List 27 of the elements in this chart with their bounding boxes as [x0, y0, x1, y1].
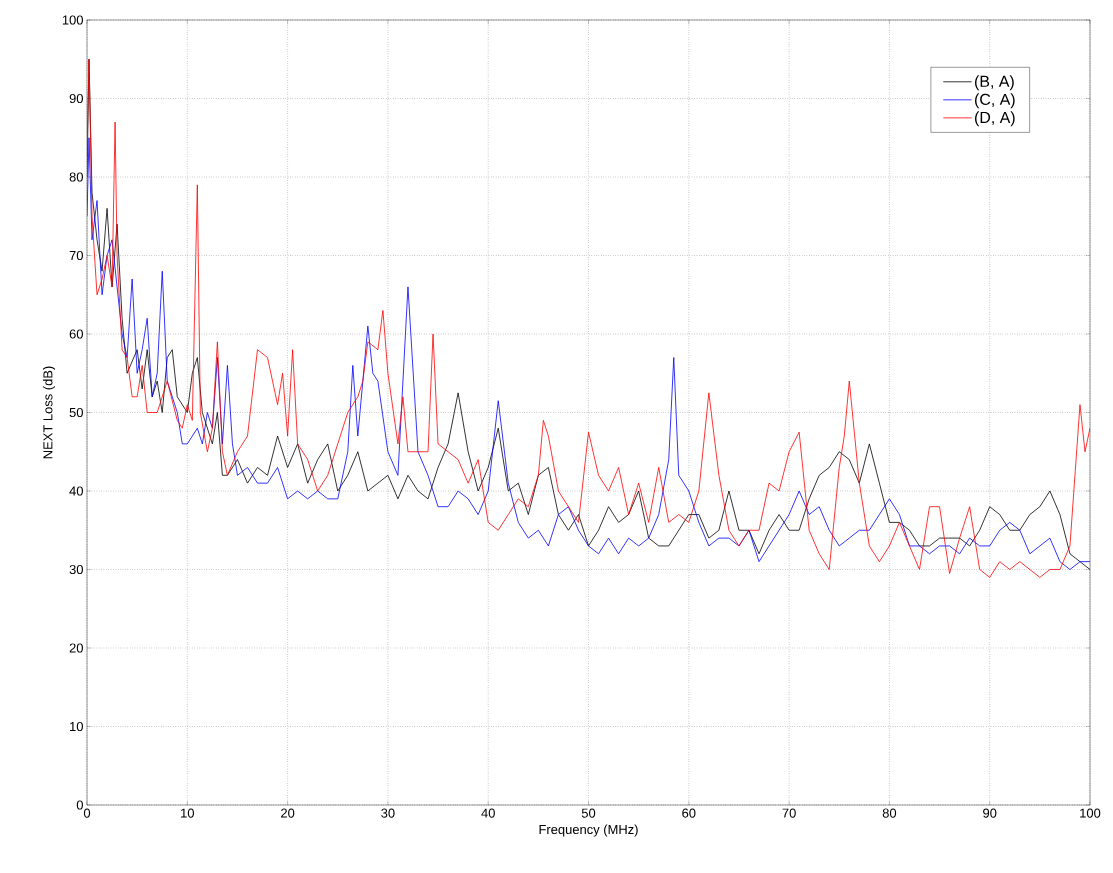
y-tick-label: 80 — [69, 172, 83, 182]
y-tick-label: 50 — [69, 407, 83, 418]
x-axis-title: Frequency (MHz) — [539, 824, 638, 837]
y-tick-label: 70 — [69, 250, 83, 261]
legend-label: (C, A) — [975, 93, 1015, 109]
y-tick-label: 100 — [62, 15, 83, 25]
x-tick-label: 0 — [83, 808, 91, 818]
y-tick-label: 10 — [70, 721, 83, 732]
x-tick-label: 80 — [882, 808, 897, 818]
y-tick-label: 30 — [69, 564, 83, 575]
y-tick-label: 60 — [69, 329, 83, 339]
x-tick-label: 40 — [481, 808, 495, 818]
y-tick-label: 40 — [69, 486, 83, 496]
y-tick-label: 90 — [69, 93, 83, 104]
y-axis-title: NEXT Loss (dB) — [42, 366, 56, 459]
x-tick-label: 60 — [682, 808, 696, 818]
x-tick-label: 20 — [281, 808, 295, 818]
x-tick-label: 70 — [782, 808, 796, 818]
x-tick-label: 50 — [581, 808, 596, 818]
x-tick-label: 10 — [181, 808, 194, 818]
x-tick-label: 100 — [1080, 808, 1101, 818]
legend-label: (D, A) — [975, 111, 1015, 127]
x-tick-label: 30 — [381, 808, 395, 818]
y-tick-label: 20 — [69, 643, 83, 653]
legend-label: (B, A) — [975, 75, 1014, 91]
x-tick-label: 90 — [983, 808, 997, 818]
y-tick-label: 0 — [76, 800, 83, 810]
